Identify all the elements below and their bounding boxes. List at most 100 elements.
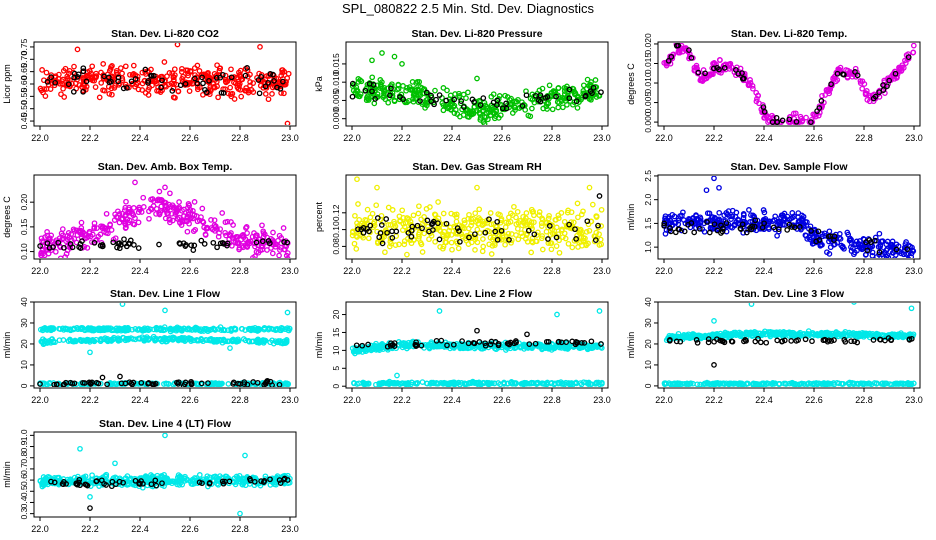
data-point [135,86,142,93]
data-point [508,210,514,217]
data-point [831,337,837,343]
chart-title: Stan. Dev. Line 3 Flow [734,288,845,300]
data-point [253,232,259,239]
data-point [64,232,71,239]
data-point [905,260,909,264]
data-point [139,328,146,334]
data-point [283,78,289,85]
data-point [538,235,545,242]
data-point [486,216,492,223]
data-point [587,88,594,95]
data-point [351,380,358,387]
data-point [461,220,468,226]
data-point [208,217,214,223]
data-point [101,87,108,94]
x-tick-label: 22.6 [805,395,823,405]
y-tick-label: 0.10 [331,221,341,238]
data-point [243,243,250,250]
data-point [824,249,830,256]
data-point [769,381,775,387]
data-point [481,121,488,125]
data-point [46,244,53,251]
data-point [423,89,430,96]
data-point [110,236,117,243]
data-point [519,103,526,109]
data-point [158,84,164,91]
data-point [757,339,764,346]
data-point [479,248,486,255]
data-point [286,327,292,334]
data-point [410,98,417,105]
data-point [210,338,217,344]
data-point [705,380,712,387]
data-point [769,218,776,224]
data-point [661,222,667,229]
data-point [276,252,282,258]
data-point [838,242,845,249]
data-point [578,339,585,346]
data-point [419,249,426,255]
data-point [415,231,422,238]
data-point [181,218,188,225]
data-point [240,336,247,342]
data-point [104,381,110,387]
y-tick-label: 0.65 [19,63,29,80]
data-point [538,223,545,229]
data-point [62,254,68,258]
y-tick-label: 1.0 [19,429,29,441]
data-point [174,206,180,213]
data-point [234,74,240,81]
data-point [236,80,243,87]
data-point [123,224,129,231]
y-tick-label: 0.70 [19,51,29,68]
data-point [518,230,525,237]
data-point [578,211,585,218]
series-all-samples [661,43,917,125]
data-point [575,214,581,221]
data-point [539,343,545,349]
data-point [451,379,458,386]
plot-frame [657,174,921,260]
data-point [546,212,552,219]
data-point [465,89,471,96]
data-point [750,85,756,92]
data-point [681,228,688,235]
data-point [383,216,390,222]
data-point [377,381,384,387]
data-point [527,113,534,120]
data-point [555,339,562,345]
data-point [856,238,863,244]
data-point [568,381,574,387]
data-point [206,77,212,84]
data-point [531,231,538,238]
data-point [545,338,552,345]
data-point [273,241,280,248]
data-point [729,213,736,220]
data-point [754,381,761,387]
data-point [182,338,188,344]
data-point [404,343,411,349]
data-point [176,214,183,221]
data-point [262,91,269,97]
data-point [448,239,455,246]
data-point [402,381,409,387]
data-point [786,380,793,387]
data-point [556,249,563,256]
data-point [553,243,560,249]
data-point [748,212,754,218]
data-point [736,380,742,387]
data-point [224,240,231,247]
data-point [61,244,67,251]
data-point [391,220,398,227]
x-tick-label: 23.0 [281,524,299,534]
data-point [385,204,392,211]
data-point [809,338,815,345]
data-point [539,85,546,92]
data-point [484,380,491,386]
data-point [396,241,402,248]
data-point [228,66,234,73]
data-point [167,219,173,226]
y-tick-label: 10 [643,360,653,370]
data-point [774,232,780,239]
